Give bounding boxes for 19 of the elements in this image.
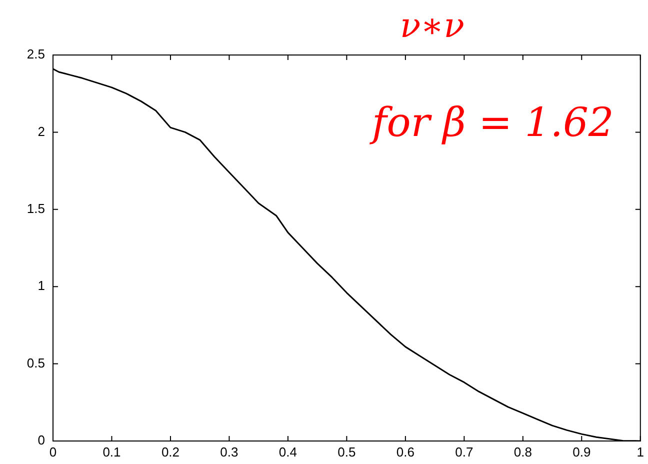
x-tick-label: 0 xyxy=(49,444,57,460)
x-tick-label: 0.6 xyxy=(396,444,414,460)
y-tick-label: 0.5 xyxy=(26,355,45,370)
x-tick-label: 0.4 xyxy=(278,444,297,460)
y-tick-label: 0 xyxy=(38,432,45,448)
y-tick-label: 1.5 xyxy=(26,200,45,216)
x-tick-label: 0.3 xyxy=(220,444,238,460)
x-tick-label: 1 xyxy=(636,444,644,460)
x-tick-label: 0.1 xyxy=(102,444,121,460)
x-tick-label: 0.7 xyxy=(455,444,474,460)
x-tick-label: 0.2 xyxy=(161,444,180,460)
x-tick-label: 0.5 xyxy=(338,444,356,460)
y-tick-label: 1 xyxy=(38,278,45,294)
text: ν∗ν xyxy=(400,6,464,46)
x-tick-label: 0.9 xyxy=(572,444,591,460)
y-tick-label: 2.5 xyxy=(26,46,45,62)
y-tick-label: 2 xyxy=(38,124,45,139)
annotation: for β = 1.62 xyxy=(372,100,614,146)
x-tick-label: 0.8 xyxy=(514,444,532,460)
